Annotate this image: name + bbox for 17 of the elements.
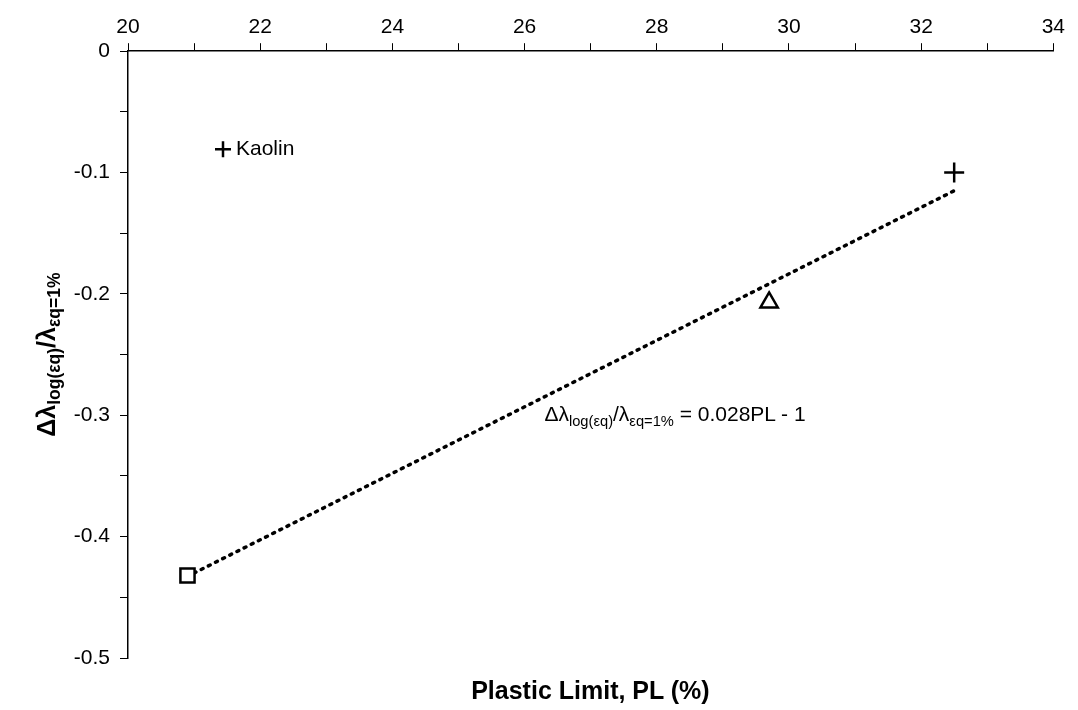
y-tick-label: -0.3 (73, 402, 110, 426)
x-tick-label: 22 (248, 14, 272, 38)
x-tick-label: 26 (512, 14, 537, 38)
y-tick-label: 0 (98, 38, 110, 61)
x-tick-label: 20 (116, 14, 140, 38)
y-axis-title: Δλlog(εq)/λεq=1% (31, 272, 65, 437)
legend-label: Kaolin (236, 136, 295, 159)
x-tick-label: 34 (1041, 14, 1066, 38)
x-tick-label: 28 (645, 14, 669, 38)
x-axis-title: Plastic Limit, PL (%) (471, 675, 710, 704)
y-tick-label: -0.4 (73, 523, 111, 547)
y-tick-label: -0.1 (73, 159, 110, 183)
x-tick-label: 24 (380, 14, 405, 38)
y-tick-label: -0.5 (73, 644, 110, 668)
x-tick-label: 32 (909, 14, 933, 38)
y-tick-label: -0.2 (73, 280, 110, 304)
x-tick-label: 30 (777, 14, 801, 38)
